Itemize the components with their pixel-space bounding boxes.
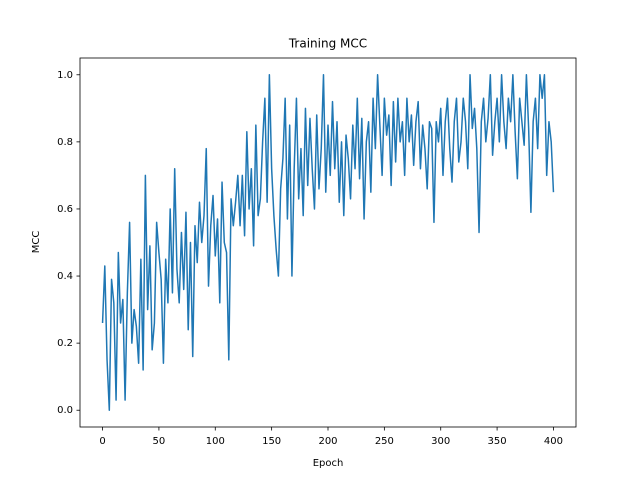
y-axis-label: MCC xyxy=(31,231,42,254)
x-tick-label: 350 xyxy=(488,436,507,447)
x-tick-label: 100 xyxy=(206,436,225,447)
x-axis-label: Epoch xyxy=(313,458,344,469)
chart-title: Training MCC xyxy=(288,37,367,51)
data-line xyxy=(101,74,555,411)
y-tick-label: 0.0 xyxy=(57,405,73,416)
x-tick-label: 250 xyxy=(375,436,394,447)
x-tick-label: 200 xyxy=(318,436,337,447)
y-tick-label: 0.8 xyxy=(57,137,73,148)
y-tick-label: 0.4 xyxy=(57,271,73,282)
x-tick-label: 300 xyxy=(431,436,450,447)
y-tick-label: 0.6 xyxy=(57,204,73,215)
x-tick-label: 50 xyxy=(153,436,166,447)
y-tick-label: 1.0 xyxy=(57,70,73,81)
plot-frame xyxy=(79,57,577,428)
y-tick-label: 0.2 xyxy=(57,338,73,349)
x-tick-label: 150 xyxy=(262,436,281,447)
x-tick-label: 400 xyxy=(544,436,563,447)
x-tick-label: 0 xyxy=(99,436,105,447)
